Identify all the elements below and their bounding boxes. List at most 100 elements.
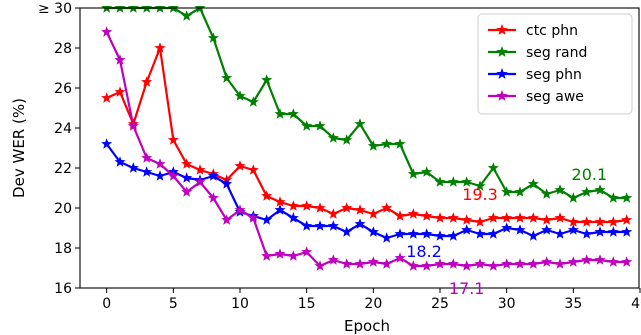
data-point-seg-rand [101, 6, 113, 13]
legend-box [477, 13, 633, 115]
y-tick-label: 18 [54, 241, 72, 257]
data-point-ctc-phn [501, 212, 513, 223]
data-point-seg-awe [607, 256, 619, 267]
data-point-seg-phn [141, 166, 153, 177]
data-point-seg-rand [301, 120, 313, 131]
legend-label-seg-rand: seg rand [526, 45, 587, 61]
data-point-seg-phn [114, 156, 126, 167]
data-point-seg-awe [261, 250, 273, 261]
data-point-seg-rand [407, 168, 419, 179]
data-point-seg-awe [594, 254, 606, 265]
data-point-ctc-phn [287, 200, 299, 211]
data-point-seg-rand [581, 186, 593, 197]
data-point-seg-phn [381, 232, 393, 243]
data-point-ctc-phn [594, 216, 606, 227]
data-point-seg-phn [367, 226, 379, 237]
data-point-ctc-phn [621, 214, 633, 225]
data-point-seg-rand [207, 32, 219, 43]
data-point-ctc-phn [247, 164, 259, 175]
data-point-seg-phn [621, 226, 633, 237]
data-point-seg-awe [127, 120, 139, 131]
x-tick-label: 0 [102, 296, 111, 312]
data-point-seg-rand [607, 192, 619, 203]
data-point-seg-rand [234, 90, 246, 101]
y-tick-label: ≥ 30 [38, 1, 72, 17]
data-point-seg-awe [167, 170, 179, 181]
data-point-seg-phn [541, 224, 553, 235]
data-point-ctc-phn [541, 214, 553, 225]
data-point-seg-phn [554, 228, 566, 239]
data-point-ctc-phn [341, 202, 353, 213]
annotation-label: 17.1 [449, 279, 485, 298]
data-point-ctc-phn [154, 42, 166, 53]
data-point-ctc-phn [114, 86, 126, 97]
data-point-ctc-phn [447, 212, 459, 223]
data-point-seg-awe [301, 246, 313, 257]
data-point-seg-awe [287, 250, 299, 261]
data-point-seg-awe [114, 54, 126, 65]
legend-label-ctc-phn: ctc phn [526, 23, 578, 39]
data-point-ctc-phn [234, 160, 246, 171]
data-point-ctc-phn [367, 208, 379, 219]
data-point-ctc-phn [527, 212, 539, 223]
data-point-seg-awe [421, 260, 433, 271]
data-point-seg-phn [274, 204, 286, 215]
data-point-ctc-phn [327, 208, 339, 219]
data-point-seg-rand [354, 118, 366, 129]
data-point-seg-awe [447, 258, 459, 269]
data-point-seg-rand [181, 10, 193, 21]
x-tick-label: 40 [631, 296, 641, 312]
data-point-seg-awe [221, 214, 233, 225]
data-point-seg-rand [541, 188, 553, 199]
legend-label-seg-phn: seg phn [526, 67, 582, 83]
data-point-seg-phn [101, 138, 113, 149]
legend-marker-seg-rand [496, 46, 508, 57]
data-point-seg-phn [434, 230, 446, 241]
data-point-seg-phn [287, 212, 299, 223]
data-point-seg-awe [461, 260, 473, 271]
data-point-seg-phn [394, 228, 406, 239]
data-point-seg-phn [301, 220, 313, 231]
series-line-seg-phn [105, 143, 627, 240]
data-point-seg-awe [527, 258, 539, 269]
data-point-seg-awe [341, 258, 353, 269]
data-point-seg-rand [514, 186, 526, 197]
data-point-ctc-phn [554, 212, 566, 223]
data-point-seg-rand [221, 72, 233, 83]
data-point-seg-rand [381, 138, 393, 149]
data-point-seg-phn [327, 220, 339, 231]
data-point-seg-awe [234, 204, 246, 215]
data-point-seg-rand [474, 180, 486, 191]
data-point-seg-rand [314, 120, 326, 131]
data-point-ctc-phn [514, 212, 526, 223]
data-point-ctc-phn [101, 92, 113, 103]
x-axis-title: Epoch [344, 317, 390, 335]
data-point-seg-awe [354, 258, 366, 269]
data-point-seg-awe [394, 252, 406, 263]
data-point-seg-awe [487, 260, 499, 271]
data-point-seg-awe [541, 256, 553, 267]
legend-marker-ctc-phn [496, 24, 508, 35]
data-point-seg-phn [261, 214, 273, 225]
series-line-seg-awe [105, 31, 627, 268]
data-point-seg-phn [501, 222, 513, 233]
data-point-ctc-phn [394, 210, 406, 221]
data-point-ctc-phn [474, 216, 486, 227]
series-line-seg-rand [106, 6, 627, 200]
data-point-seg-awe [514, 258, 526, 269]
data-point-seg-phn [221, 178, 233, 189]
data-point-seg-phn [127, 162, 139, 173]
data-point-ctc-phn [141, 76, 153, 87]
y-tick-label: 24 [54, 121, 72, 137]
data-point-seg-awe [327, 254, 339, 265]
data-point-seg-rand [367, 140, 379, 151]
data-point-seg-awe [567, 256, 579, 267]
data-point-seg-rand [487, 162, 499, 173]
data-point-seg-rand [621, 192, 633, 203]
data-point-seg-phn [447, 230, 459, 241]
data-point-seg-awe [367, 256, 379, 267]
data-point-ctc-phn [461, 214, 473, 225]
data-point-ctc-phn [434, 212, 446, 223]
data-point-seg-awe [474, 258, 486, 269]
